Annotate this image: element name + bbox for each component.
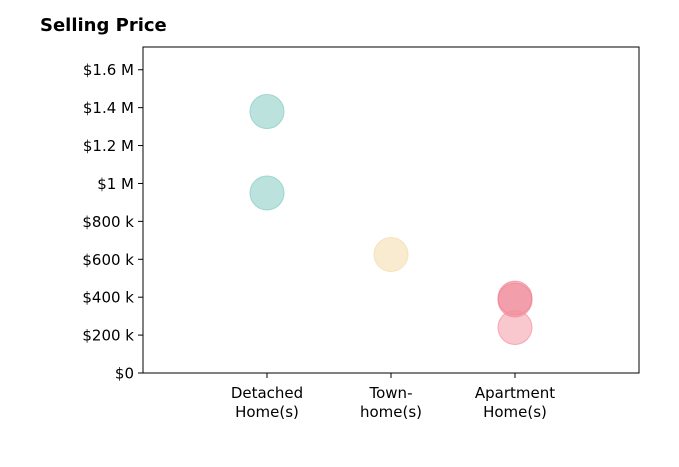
x-tick-label-1: Town-home(s) xyxy=(360,384,422,421)
y-tick-label-1: $200 k xyxy=(82,327,134,345)
y-tick-label-5: $1 M xyxy=(97,175,134,193)
data-point-1 xyxy=(249,175,285,211)
y-tick-label-6: $1.2 M xyxy=(83,137,134,155)
data-point-5 xyxy=(497,310,533,346)
data-point-2 xyxy=(373,237,409,273)
x-tick-label-line: Home(s) xyxy=(235,403,299,421)
y-tick-label-2: $400 k xyxy=(82,289,134,307)
y-tick-label-4: $800 k xyxy=(82,213,134,231)
x-tick-label-line: Town- xyxy=(369,384,413,402)
y-tick-label-0: $0 xyxy=(115,365,134,383)
x-tick-label-0: Detached Home(s) xyxy=(231,384,303,421)
x-tick-label-line: Apartment xyxy=(475,384,555,402)
chart-title: Selling Price xyxy=(40,15,167,36)
y-tick-label-8: $1.6 M xyxy=(83,61,134,79)
x-tick-label-2: Apartment Home(s) xyxy=(475,384,555,421)
x-tick-label-line: home(s) xyxy=(360,403,422,421)
y-tick-label-7: $1.4 M xyxy=(83,99,134,117)
x-tick-label-line: Home(s) xyxy=(483,403,547,421)
y-tick-label-3: $600 k xyxy=(82,251,134,269)
data-point-0 xyxy=(249,93,285,129)
axes-frame xyxy=(142,46,640,374)
x-tick-label-line: Detached xyxy=(231,384,303,402)
